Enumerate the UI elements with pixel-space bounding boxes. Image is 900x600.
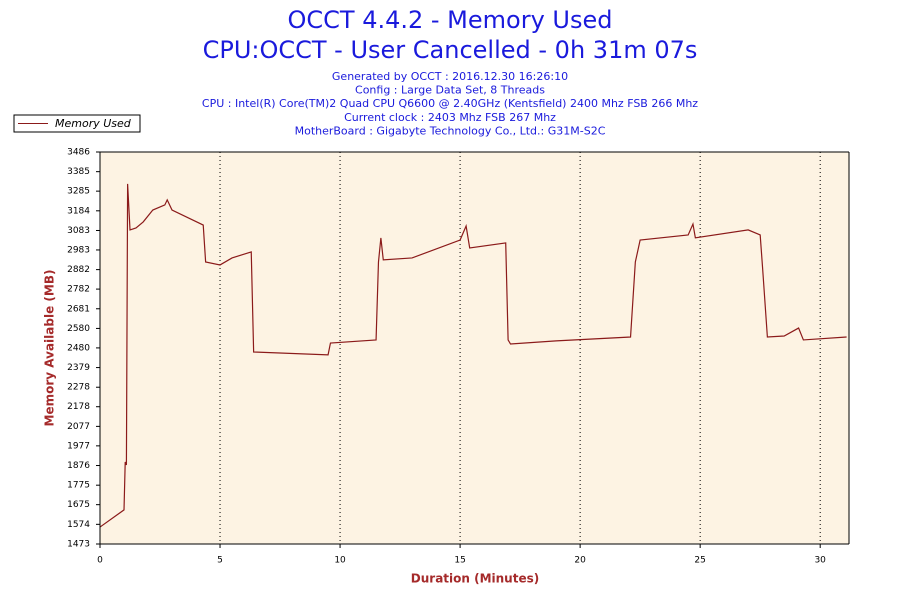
y-tick-label: 3083 — [67, 226, 90, 236]
x-tick-label: 15 — [454, 556, 465, 566]
legend-box — [13, 114, 141, 133]
y-tick-label: 2983 — [67, 245, 90, 255]
y-tick-label: 2077 — [67, 422, 90, 432]
y-tick-label: 3285 — [67, 187, 90, 197]
y-tick-label: 1977 — [67, 441, 90, 451]
legend-label: Memory Used — [55, 117, 132, 130]
x-axis-label: Duration (Minutes) — [411, 572, 539, 586]
y-tick-label: 2178 — [67, 402, 90, 412]
annotation: CPU : Intel(R) Core(TM)2 Quad CPU Q6600 … — [202, 97, 698, 110]
annotation: Current clock : 2403 Mhz FSB 267 Mhz — [344, 111, 556, 124]
annotation: Generated by OCCT : 2016.12.30 16:26:10 — [332, 70, 568, 83]
annotation: MotherBoard : Gigabyte Technology Co., L… — [295, 124, 606, 137]
y-tick-label: 1574 — [67, 520, 90, 530]
x-tick-label: 25 — [694, 556, 705, 566]
y-tick-label: 2782 — [67, 285, 90, 295]
legend: Memory Used — [13, 114, 141, 133]
y-tick-label: 1473 — [67, 540, 90, 550]
annotation: Config : Large Data Set, 8 Threads — [355, 84, 545, 97]
chart-title: OCCT 4.4.2 - Memory Used — [288, 6, 613, 34]
y-tick-label: 2681 — [67, 304, 90, 314]
y-tick-label: 2580 — [67, 324, 90, 334]
y-tick-label: 2480 — [67, 343, 90, 353]
x-tick-label: 30 — [814, 556, 826, 566]
data-line — [99, 183, 847, 528]
y-tick-label: 3385 — [67, 167, 90, 177]
y-tick-label: 1876 — [67, 461, 90, 471]
y-tick-label: 1775 — [67, 481, 90, 491]
y-tick-label: 2882 — [67, 265, 90, 275]
x-tick-label: 20 — [574, 556, 586, 566]
y-axis-label: Memory Available (MB) — [43, 270, 57, 427]
chart-subtitle: CPU:OCCT - User Cancelled - 0h 31m 07s — [203, 36, 698, 64]
y-tick-label: 2278 — [67, 383, 90, 393]
y-tick-label: 2379 — [67, 363, 90, 373]
y-tick-label: 1675 — [67, 500, 90, 510]
plot-area — [100, 152, 849, 544]
y-tick-label: 3486 — [67, 148, 90, 158]
x-tick-label: 0 — [97, 556, 103, 566]
x-tick-label: 5 — [217, 556, 223, 566]
y-tick-label: 3184 — [67, 206, 90, 216]
x-tick-label: 10 — [334, 556, 346, 566]
